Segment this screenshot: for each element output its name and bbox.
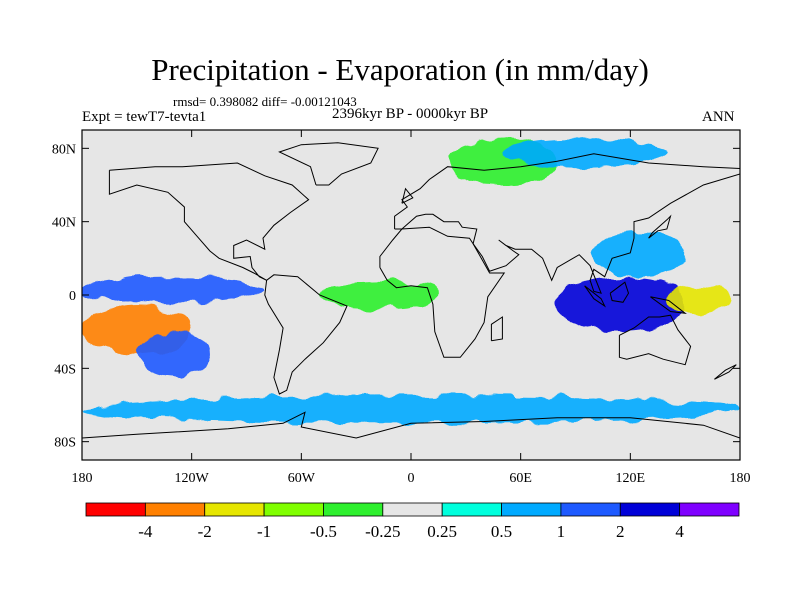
field-layer: [82, 139, 740, 424]
field-region-2: [82, 276, 265, 305]
coastline-1: [264, 274, 348, 395]
colorbar-label-7: 1: [557, 522, 566, 541]
colorbar-label-4: -0.25: [365, 522, 400, 541]
y-tick-label-3: 40S: [54, 362, 76, 377]
field-region-6: [593, 230, 686, 277]
coastline-layer: [82, 142, 740, 439]
stats-label: rmsd= 0.398082 diff= -0.00121043: [173, 94, 357, 109]
colorbar-label-2: -1: [257, 522, 271, 541]
x-tick-label-1: 120W: [175, 471, 210, 486]
field-region-1: [136, 331, 210, 378]
colorbar-swatch-6: [441, 502, 502, 517]
coastline-10: [609, 281, 630, 303]
field-region-5: [666, 285, 731, 314]
colorbar-label-0: -4: [138, 522, 153, 541]
coastline-4: [379, 226, 506, 358]
x-tick-label-4: 60E: [509, 471, 532, 486]
period-label: 2396kyr BP - 0000kyr BP: [331, 106, 489, 122]
x-tick-label-6: 180: [730, 471, 751, 486]
coastline-13: [714, 364, 737, 380]
colorbar-swatch-10: [679, 502, 740, 517]
colorbar-swatch-4: [323, 502, 384, 517]
coastline-8: [401, 187, 414, 204]
coastline-3: [394, 153, 740, 294]
colorbar-swatch-8: [560, 502, 621, 517]
y-tick-label-1: 40N: [52, 216, 76, 231]
colorbar: -4 -2 -1 -0.5 -0.25 0.25 0.5 1 2 4: [85, 502, 740, 541]
colorbar-label-3: -0.5: [310, 522, 337, 541]
colorbar-label-6: 0.5: [491, 522, 512, 541]
field-region-4: [557, 276, 686, 332]
x-tick-label-5: 120E: [616, 471, 646, 486]
colorbar-label-8: 2: [616, 522, 625, 541]
coastline-2: [278, 142, 379, 186]
colorbar-swatch-9: [619, 502, 681, 517]
colorbar-label-5: 0.25: [427, 522, 457, 541]
colorbar-swatch-5: [382, 502, 443, 517]
coastline-7: [490, 316, 503, 342]
coastline-12: [650, 296, 687, 315]
experiment-label: Expt = tewT7-tevta1: [82, 109, 207, 125]
coastline-5: [618, 314, 692, 366]
colorbar-label-1: -2: [198, 522, 212, 541]
colorbar-swatch-1: [144, 502, 206, 517]
coastline-0: [108, 162, 310, 281]
coastline-11: [584, 285, 606, 308]
field-region-3: [319, 280, 439, 310]
x-tick-label-2: 60W: [288, 471, 316, 486]
colorbar-swatch-2: [204, 502, 265, 517]
field-region-9: [82, 395, 740, 424]
x-tick-label-3: 0: [408, 471, 415, 486]
field-region-8: [502, 139, 667, 167]
chart-title: Precipitation - Evaporation (in mm/day): [151, 52, 649, 87]
colorbar-swatch-7: [501, 502, 562, 517]
colorbar-swatch-3: [263, 502, 324, 517]
y-tick-label-2: 0: [69, 289, 76, 304]
x-tick-label-0: 180: [72, 471, 93, 486]
coastline-9: [648, 214, 672, 239]
colorbar-label-9: 4: [675, 522, 684, 541]
colorbar-swatch-0: [85, 502, 146, 517]
y-tick-label-0: 80N: [52, 142, 76, 157]
season-label: ANN: [702, 109, 735, 125]
axes: 180 120W 60W 0 60E 120E 180 80N 40N 0 40S 80S: [52, 130, 751, 486]
y-tick-label-4: 80S: [54, 436, 76, 451]
coastline-6: [82, 411, 740, 439]
